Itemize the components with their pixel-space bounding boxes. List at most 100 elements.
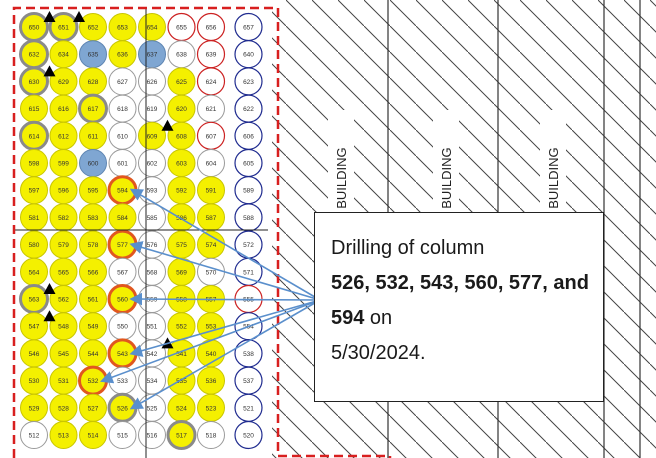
pile-594: 594 [107, 175, 138, 206]
building-label-3: RY BUILDING [546, 147, 561, 230]
triangle-marker-icon [43, 283, 56, 294]
pile-number: 610 [117, 133, 128, 140]
pile-number: 637 [147, 52, 158, 59]
pile-531: 531 [49, 366, 78, 395]
pile-number: 634 [58, 52, 69, 59]
pile-number: 606 [243, 133, 254, 140]
pile-number: 541 [176, 351, 187, 358]
triangle-marker-icon [161, 119, 174, 131]
pile-number: 608 [176, 133, 187, 140]
pile-595: 595 [79, 176, 107, 205]
pile-number: 592 [176, 188, 187, 195]
pile-552: 552 [167, 312, 196, 341]
pile-number: 598 [29, 161, 40, 168]
arrow-to-pile-543 [129, 299, 321, 357]
pile-number: 640 [243, 52, 254, 59]
pile-575: 575 [167, 230, 196, 259]
pile-number: 531 [58, 378, 69, 385]
pile-520: 520 [234, 420, 263, 450]
callout-arrows [100, 188, 321, 410]
pile-number: 621 [206, 106, 217, 113]
pile-576: 576 [138, 230, 166, 259]
pile-number: 574 [206, 242, 217, 249]
pile-639: 639 [196, 40, 226, 69]
pile-618: 618 [108, 94, 137, 123]
building-label-1: RY BUILDING [334, 147, 349, 230]
pile-number: 544 [88, 351, 99, 358]
pile-584: 584 [108, 203, 137, 232]
pile-number: 515 [117, 433, 128, 440]
pile-598: 598 [20, 149, 48, 177]
pile-number: 654 [147, 25, 158, 32]
pile-number: 587 [206, 215, 217, 222]
pile-580: 580 [20, 230, 48, 259]
pile-577: 577 [107, 229, 138, 260]
pile-621: 621 [197, 94, 225, 123]
pile-537: 537 [234, 366, 263, 395]
pile-612: 612 [49, 121, 78, 150]
pile-587: 587 [197, 203, 225, 232]
pile-number: 526 [117, 405, 128, 412]
pile-number: 617 [88, 106, 99, 113]
pile-592: 592 [167, 176, 196, 205]
pile-619: 619 [138, 94, 166, 123]
pile-550: 550 [108, 312, 137, 341]
pile-number: 576 [147, 242, 158, 249]
pile-547: 547 [20, 312, 48, 341]
pile-543: 543 [107, 338, 138, 369]
pile-614: 614 [19, 120, 49, 151]
pile-number: 656 [206, 25, 217, 32]
pile-553: 553 [197, 312, 225, 341]
pile-561: 561 [79, 285, 107, 313]
pile-640: 640 [234, 40, 263, 69]
pile-563: 563 [19, 284, 49, 314]
pile-number: 611 [88, 133, 99, 140]
pile-number: 584 [117, 215, 128, 222]
pile-number: 575 [176, 242, 187, 249]
pile-number: 550 [117, 324, 128, 331]
pile-number: 652 [88, 25, 99, 32]
pile-number: 524 [176, 405, 187, 412]
pile-number: 530 [29, 378, 40, 385]
arrow-to-pile-532 [100, 299, 321, 384]
pile-523: 523 [197, 393, 225, 422]
pile-578: 578 [79, 230, 107, 259]
pile-number: 580 [29, 242, 40, 249]
pile-574: 574 [197, 230, 225, 259]
pile-number: 552 [176, 324, 187, 331]
pile-593: 593 [138, 176, 166, 205]
callout-columns-bold: 526, 532, 543, 560, 577, and 594 [331, 272, 589, 329]
pile-532: 532 [78, 365, 108, 396]
pile-534: 534 [138, 366, 166, 395]
pile-number: 532 [88, 378, 99, 385]
pile-number: 538 [243, 351, 254, 358]
work-area-boundary [12, 6, 392, 458]
pile-number: 534 [147, 378, 158, 385]
pile-number: 527 [88, 405, 99, 412]
triangle-marker-icon [73, 11, 85, 22]
pile-588: 588 [234, 203, 263, 232]
pile-number: 599 [58, 161, 69, 168]
pile-number: 523 [206, 405, 217, 412]
marker-group [43, 11, 174, 349]
pile-629: 629 [49, 67, 78, 96]
pile-number: 655 [176, 25, 187, 32]
pile-634: 634 [49, 40, 78, 69]
pile-number: 512 [29, 433, 40, 440]
pile-number: 578 [88, 242, 99, 249]
pile-number: 546 [29, 351, 40, 358]
pile-number: 653 [117, 25, 128, 32]
structural-gridlines [14, 8, 268, 458]
pile-circle [108, 421, 137, 449]
pile-number: 562 [58, 297, 69, 304]
pile-circle [166, 420, 197, 450]
pile-number: 604 [206, 161, 217, 168]
pile-number: 579 [58, 242, 69, 249]
pile-number: 636 [117, 52, 128, 59]
triangle-marker-icon [43, 11, 56, 22]
pile-number: 582 [58, 215, 69, 222]
pile-number: 535 [176, 378, 187, 385]
pile-515: 515 [108, 421, 137, 449]
pile-number: 618 [117, 106, 128, 113]
